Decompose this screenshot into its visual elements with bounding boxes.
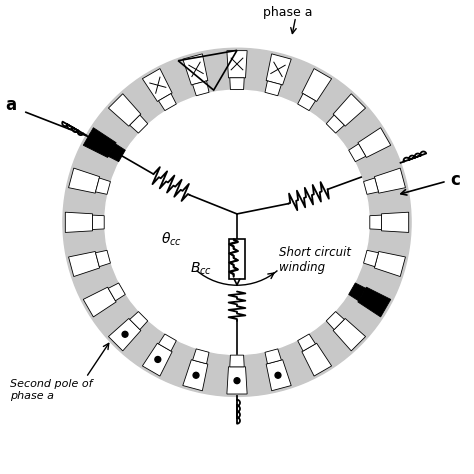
Polygon shape bbox=[227, 367, 247, 394]
Circle shape bbox=[105, 90, 369, 355]
Polygon shape bbox=[192, 81, 209, 96]
Polygon shape bbox=[227, 51, 247, 78]
Text: phase a: phase a bbox=[263, 6, 312, 19]
Polygon shape bbox=[298, 334, 316, 351]
Text: Second pole of
phase a: Second pole of phase a bbox=[10, 379, 93, 401]
Polygon shape bbox=[266, 54, 291, 85]
Polygon shape bbox=[96, 178, 110, 194]
Polygon shape bbox=[265, 349, 282, 364]
Polygon shape bbox=[349, 144, 366, 162]
Polygon shape bbox=[83, 287, 116, 317]
Polygon shape bbox=[69, 252, 100, 276]
Text: $\theta_{cc}$: $\theta_{cc}$ bbox=[162, 230, 182, 248]
Bar bbox=[229, 239, 245, 279]
Text: c: c bbox=[450, 172, 460, 190]
Polygon shape bbox=[108, 144, 125, 162]
Polygon shape bbox=[326, 311, 344, 329]
Polygon shape bbox=[370, 215, 382, 229]
Polygon shape bbox=[109, 319, 141, 351]
Polygon shape bbox=[302, 343, 332, 376]
Polygon shape bbox=[183, 360, 208, 391]
Polygon shape bbox=[265, 81, 282, 96]
Polygon shape bbox=[130, 115, 148, 133]
Polygon shape bbox=[364, 250, 378, 267]
Circle shape bbox=[234, 378, 240, 383]
Polygon shape bbox=[374, 252, 405, 276]
Polygon shape bbox=[230, 355, 244, 367]
Circle shape bbox=[275, 373, 281, 378]
Polygon shape bbox=[298, 93, 316, 110]
Polygon shape bbox=[108, 283, 125, 301]
Polygon shape bbox=[302, 69, 332, 101]
Polygon shape bbox=[183, 54, 208, 85]
Polygon shape bbox=[69, 168, 100, 193]
Polygon shape bbox=[349, 283, 366, 301]
Polygon shape bbox=[92, 215, 104, 229]
Polygon shape bbox=[192, 349, 209, 364]
Circle shape bbox=[155, 356, 161, 363]
Polygon shape bbox=[109, 94, 141, 126]
Polygon shape bbox=[333, 94, 365, 126]
Polygon shape bbox=[358, 287, 391, 317]
Polygon shape bbox=[382, 212, 409, 232]
Text: $B_{cc}$: $B_{cc}$ bbox=[190, 260, 212, 277]
Polygon shape bbox=[158, 334, 176, 351]
Polygon shape bbox=[358, 128, 391, 157]
Polygon shape bbox=[158, 93, 176, 110]
Polygon shape bbox=[83, 128, 116, 157]
Polygon shape bbox=[230, 78, 244, 90]
Polygon shape bbox=[65, 212, 92, 232]
Polygon shape bbox=[130, 311, 148, 329]
Circle shape bbox=[122, 331, 128, 337]
Circle shape bbox=[193, 373, 199, 378]
Polygon shape bbox=[333, 319, 365, 351]
Text: a: a bbox=[5, 96, 16, 114]
Text: Short circuit
winding: Short circuit winding bbox=[279, 246, 351, 274]
Polygon shape bbox=[142, 343, 172, 376]
Polygon shape bbox=[266, 360, 291, 391]
Polygon shape bbox=[374, 168, 405, 193]
Polygon shape bbox=[364, 178, 378, 194]
Polygon shape bbox=[326, 115, 344, 133]
Polygon shape bbox=[96, 250, 110, 267]
Polygon shape bbox=[142, 69, 172, 101]
